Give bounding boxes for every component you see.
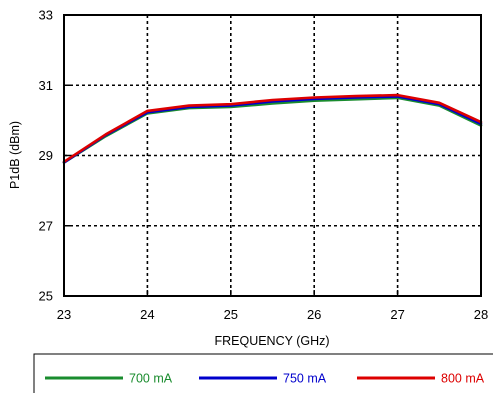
y-tick-label: 25 bbox=[39, 289, 53, 304]
legend-label: 800 mA bbox=[441, 372, 485, 386]
legend-label: 750 mA bbox=[283, 372, 327, 386]
legend: 700 mA 750 mA 800 mA bbox=[45, 372, 485, 386]
x-tick-label: 23 bbox=[57, 307, 71, 322]
legend-item: 750 mA bbox=[199, 372, 327, 386]
x-tick-label: 25 bbox=[224, 307, 238, 322]
x-tick-label: 28 bbox=[474, 307, 488, 322]
y-tick-label: 33 bbox=[39, 8, 53, 23]
y-tick-label: 29 bbox=[39, 148, 53, 163]
legend-label: 700 mA bbox=[129, 372, 173, 386]
series-line-700-ma bbox=[62, 96, 483, 164]
legend-item: 800 mA bbox=[357, 372, 485, 386]
grid-lines bbox=[64, 15, 481, 296]
x-axis-title: FREQUENCY (GHz) bbox=[214, 334, 329, 348]
tick-labels: 23 24 25 26 27 28 25 27 29 31 33 bbox=[39, 8, 489, 323]
legend-box bbox=[33, 353, 493, 393]
x-tick-label: 27 bbox=[390, 307, 404, 322]
x-tick-label: 24 bbox=[140, 307, 154, 322]
series-line-750-ma bbox=[62, 95, 483, 164]
series-lines bbox=[62, 93, 483, 164]
y-tick-label: 31 bbox=[39, 78, 53, 93]
y-axis-title: P1dB (dBm) bbox=[8, 121, 22, 189]
x-tick-label: 26 bbox=[307, 307, 321, 322]
y-tick-label: 27 bbox=[39, 218, 53, 233]
series-line-800-ma bbox=[62, 93, 483, 164]
legend-item: 700 mA bbox=[45, 372, 173, 386]
tick-marks bbox=[63, 14, 482, 297]
